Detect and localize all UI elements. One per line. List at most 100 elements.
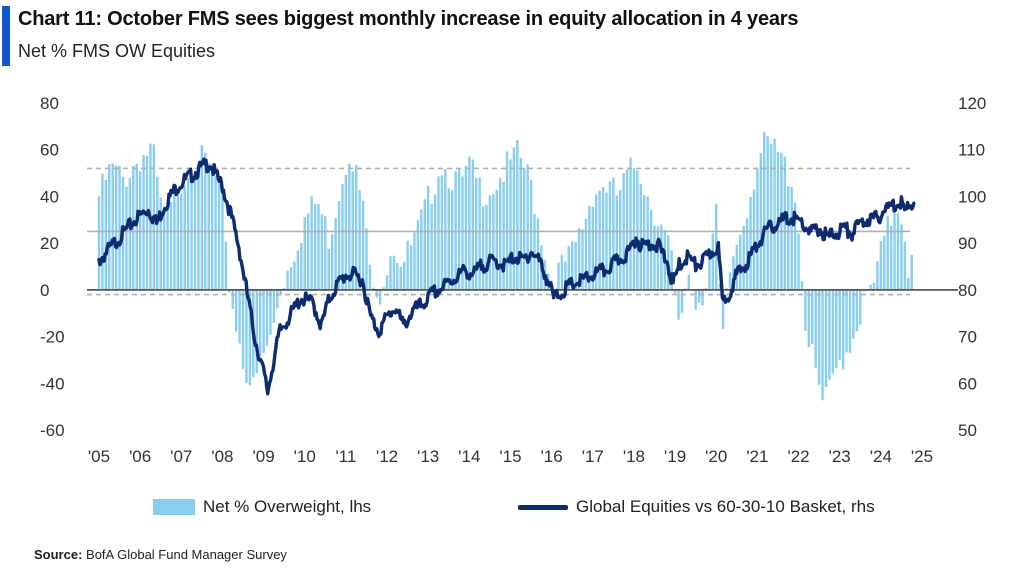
y-left-tick-label: 20 — [40, 234, 59, 253]
bar-mark — [745, 218, 749, 290]
bar-mark — [344, 174, 348, 290]
bar-mark — [886, 215, 889, 290]
bar-mark — [320, 214, 324, 290]
bar-mark — [598, 190, 601, 290]
legend-label-bars: Net % Overweight, lhs — [203, 497, 372, 516]
bar-mark — [859, 289, 862, 325]
bar-mark — [382, 287, 385, 290]
bar-mark — [814, 289, 817, 368]
bar-mark — [433, 194, 437, 290]
bar-mark — [427, 185, 430, 290]
bar-mark — [183, 185, 186, 290]
bar-mark — [660, 224, 663, 290]
bar-mark — [694, 289, 697, 310]
bar-mark — [176, 193, 180, 290]
bar-mark — [673, 289, 677, 294]
y-right-tick-label: 100 — [958, 187, 986, 206]
bar-mark — [824, 289, 828, 388]
x-tick-label: '15 — [499, 447, 521, 466]
bar-mark — [804, 289, 807, 331]
bar-mark — [512, 147, 516, 290]
bar-mark — [800, 281, 804, 290]
bar-mark — [574, 241, 577, 290]
bar-mark — [162, 207, 166, 290]
bar-mark — [529, 179, 533, 290]
x-tick-label: '24 — [870, 447, 892, 466]
source-note: Source: BofA Global Fund Manager Survey — [34, 547, 287, 562]
bar-mark — [221, 192, 224, 290]
bar-mark — [193, 178, 197, 290]
bar-mark — [910, 254, 913, 290]
bar-mark — [142, 155, 145, 290]
bar-mark — [114, 165, 118, 290]
bar-mark — [742, 226, 745, 290]
bar-mark — [488, 195, 492, 290]
bar-mark — [567, 246, 570, 290]
bar-mark — [577, 228, 581, 290]
y-left-tick-label: 0 — [40, 281, 49, 300]
bar-mark — [348, 163, 351, 290]
bar-mark — [883, 235, 886, 290]
x-tick-label: '19 — [664, 447, 686, 466]
y-left-tick-label: -40 — [40, 374, 65, 393]
x-tick-label: '09 — [253, 447, 275, 466]
bar-mark — [286, 270, 289, 290]
x-tick-label: '25 — [911, 447, 933, 466]
bar-mark — [601, 187, 605, 290]
bar-mark — [272, 289, 276, 323]
bar-mark — [509, 159, 512, 290]
bar-mark — [118, 165, 121, 290]
bar-mark — [392, 255, 396, 290]
bar-mark — [228, 289, 231, 293]
bar-mark — [296, 250, 300, 290]
x-tick-label: '16 — [541, 447, 563, 466]
bar-mark — [721, 289, 725, 330]
bar-mark — [245, 289, 248, 383]
bar-mark — [728, 272, 732, 290]
bar-mark — [385, 275, 389, 290]
y-left-tick-label: -20 — [40, 328, 65, 347]
bar-mark — [701, 289, 704, 306]
bar-mark — [475, 177, 478, 290]
x-tick-label: '23 — [829, 447, 851, 466]
bar-mark — [186, 178, 190, 290]
bar-mark — [481, 206, 485, 290]
bar-mark — [879, 241, 883, 290]
x-tick-label: '13 — [417, 447, 439, 466]
bar-mark — [234, 289, 238, 332]
bar-mark — [444, 169, 447, 290]
bar-mark — [485, 204, 488, 290]
y-axis-left: 80 60 40 20 0 -20 -40 -60 — [40, 94, 65, 440]
chart-subtitle: Net % FMS OW Equities — [18, 41, 216, 61]
bar-mark — [523, 167, 526, 290]
bar-mark — [505, 151, 509, 290]
x-tick-label: '07 — [170, 447, 192, 466]
bar-mark — [739, 234, 742, 290]
bar-mark — [378, 289, 382, 305]
bar-mark — [807, 289, 811, 348]
bar-mark — [204, 152, 207, 290]
bar-mark — [759, 153, 763, 290]
bar-mark — [636, 170, 639, 290]
bar-mark — [372, 287, 375, 290]
bar-mark — [828, 289, 831, 380]
bar-mark — [519, 157, 522, 290]
bar-mark — [763, 131, 766, 290]
bar-mark — [571, 241, 574, 290]
bar-mark — [560, 255, 564, 290]
bar-mark — [413, 232, 416, 290]
source-label: Source: — [34, 547, 83, 562]
x-tick-label: '17 — [582, 447, 604, 466]
bar-mark — [670, 250, 673, 290]
bar-mark — [893, 213, 896, 290]
bar-mark — [437, 176, 440, 290]
y-left-tick-label: 80 — [40, 94, 59, 113]
bar-mark — [416, 220, 420, 290]
series-line — [97, 157, 916, 396]
bar-mark — [468, 156, 471, 290]
bar-mark — [471, 159, 474, 290]
bar-mark — [310, 196, 313, 290]
bar-mark — [756, 168, 759, 290]
title-accent-bar — [2, 6, 10, 66]
